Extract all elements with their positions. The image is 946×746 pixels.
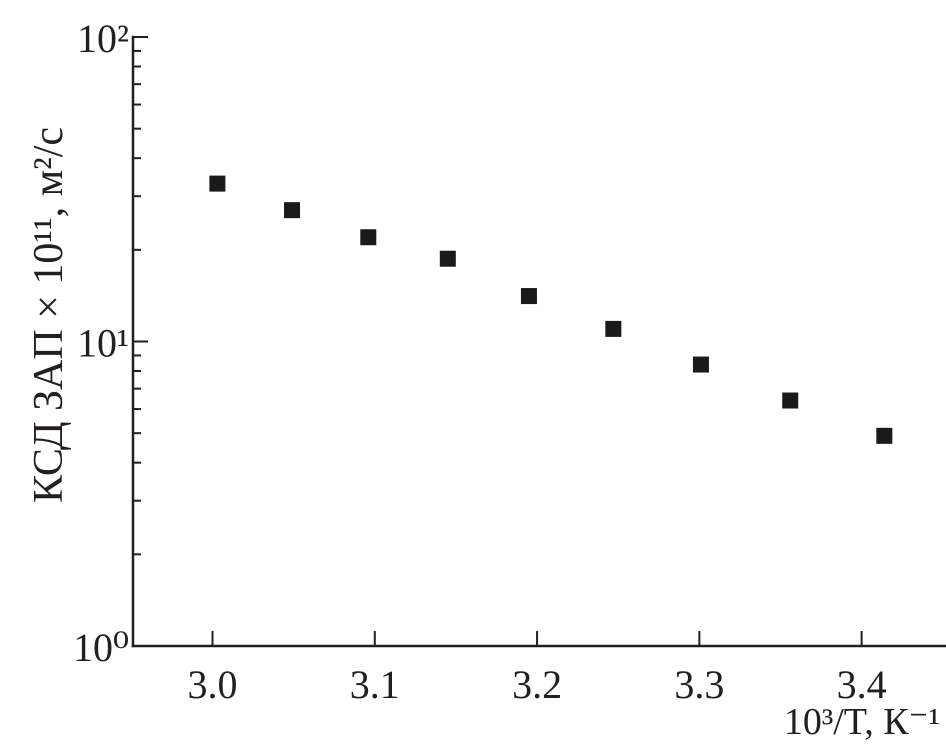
- x-tick-label: 3.4: [837, 662, 887, 707]
- data-point: [876, 427, 893, 444]
- x-tick-label: 3.3: [674, 662, 724, 707]
- data-point: [605, 320, 622, 337]
- data-point: [284, 202, 301, 219]
- x-axis-label: 10³/T, К⁻¹: [784, 701, 940, 743]
- y-axis-ticks: 10⁰ 10¹ 10²: [73, 16, 148, 670]
- y-tick-label: 10²: [77, 16, 129, 61]
- x-tick-label: 3.0: [188, 662, 238, 707]
- data-point: [692, 356, 709, 373]
- x-tick-label: 3.2: [512, 662, 562, 707]
- data-point: [360, 229, 377, 246]
- data-points: [209, 175, 893, 444]
- data-point: [520, 288, 537, 305]
- data-point: [782, 392, 799, 409]
- data-point: [439, 250, 456, 267]
- x-tick-label: 3.1: [350, 662, 400, 707]
- y-tick-label: 10⁰: [73, 625, 129, 670]
- y-axis-label: КСД ЗАП × 10¹¹, м²/с: [26, 127, 72, 503]
- x-axis-ticks: 3.0 3.1 3.2 3.3 3.4: [188, 631, 887, 707]
- y-tick-label: 10¹: [77, 321, 129, 366]
- data-point: [209, 175, 226, 192]
